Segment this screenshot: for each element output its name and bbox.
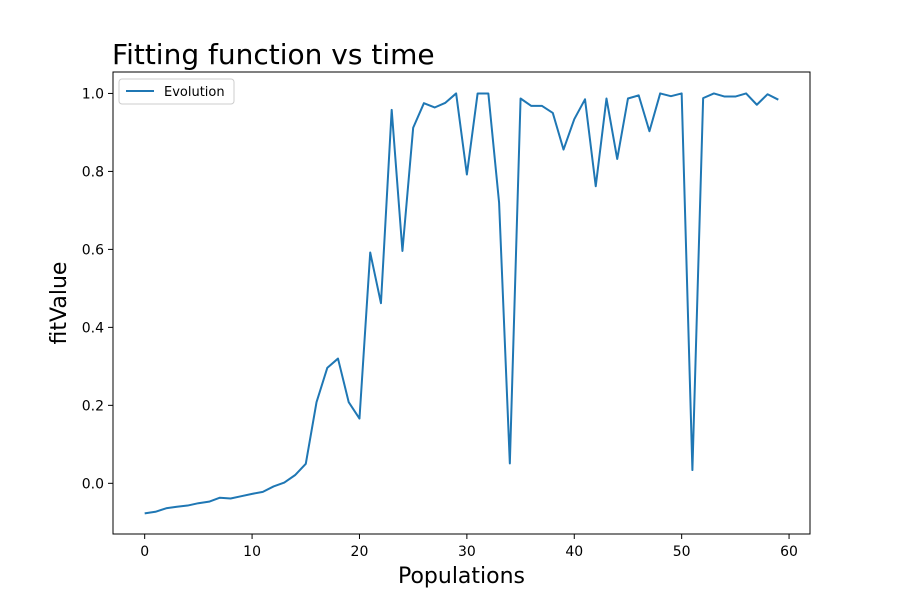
x-axis-ticks: 0 10 20 30 40 50 60 — [140, 534, 798, 560]
x-tick-label: 10 — [243, 544, 261, 560]
legend-box — [118, 78, 235, 105]
x-tick-label: 20 — [351, 544, 369, 560]
y-axis-label: fitValue — [47, 262, 72, 345]
legend: Evolution — [118, 78, 235, 105]
y-tick-label: 0.8 — [82, 164, 104, 180]
y-tick-label: 0.0 — [82, 476, 104, 492]
x-axis-label: Populations — [398, 564, 525, 589]
legend-label-evolution: Evolution — [164, 85, 225, 100]
x-tick-label: 40 — [565, 544, 583, 560]
x-tick-label: 30 — [458, 544, 476, 560]
y-tick-label: 1.0 — [82, 86, 104, 102]
y-tick-label: 0.6 — [82, 242, 104, 258]
series-line-evolution — [144, 92, 779, 515]
chart-title: Fitting function vs time — [112, 38, 435, 71]
x-tick-label: 60 — [780, 544, 798, 560]
y-axis-ticks: 0.0 0.2 0.4 0.6 0.8 1.0 — [82, 86, 113, 492]
x-tick-label: 0 — [140, 544, 149, 560]
plot-area — [112, 71, 811, 535]
x-tick-label: 50 — [673, 544, 691, 560]
y-tick-label: 0.4 — [82, 320, 104, 336]
y-tick-label: 0.2 — [82, 398, 104, 414]
series-layer — [144, 92, 779, 515]
